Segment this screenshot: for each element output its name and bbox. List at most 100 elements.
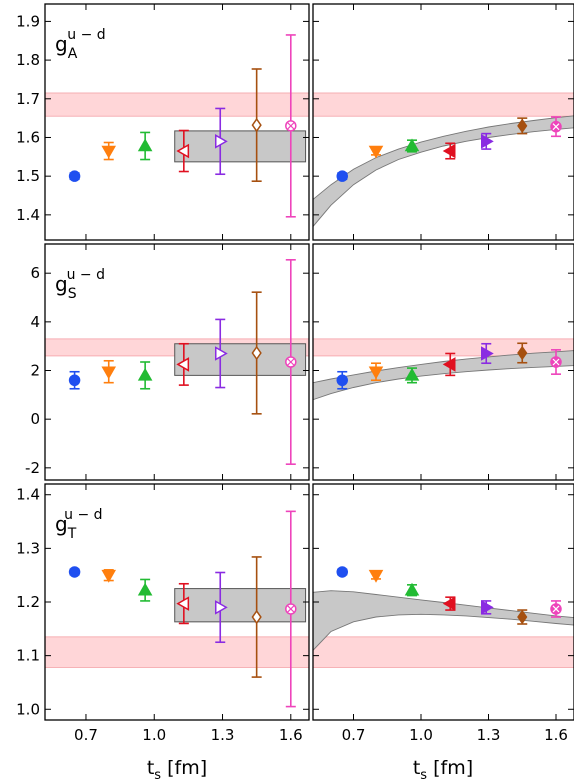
marker-x-stroke — [287, 358, 295, 366]
data-point-gS-right-6 — [550, 349, 562, 375]
panel-gT-left: 0.7 1.0 1.3 1.6 1.0 1.1 1.2 1.3 1.4 gTu − d — [16, 483, 310, 744]
y-tick-label: 1.9 — [16, 12, 40, 30]
marker-tri-up — [404, 138, 420, 152]
data-point-gT-right-3 — [442, 596, 456, 611]
y-tick-label: 1.7 — [16, 90, 40, 108]
data-point-gA-right-6 — [550, 116, 562, 138]
marker-circle — [68, 566, 81, 578]
data-point-gA-left-1 — [101, 141, 117, 161]
data-point-gT-right-4 — [481, 600, 494, 615]
y-tick-label: 1.3 — [16, 539, 40, 557]
data-point-gS-left-5 — [251, 291, 262, 415]
marker-tri-right — [481, 346, 494, 361]
data-point-gT-right-5 — [517, 609, 528, 625]
marker-tri-up — [137, 582, 153, 596]
axes-frame — [312, 3, 574, 241]
data-point-gT-left-0 — [68, 566, 81, 578]
y-tick-label: 1.4 — [16, 486, 40, 504]
marker-tri-left — [442, 596, 456, 611]
data-point-gT-left-3 — [176, 582, 190, 625]
marker-x-stroke — [287, 605, 295, 613]
y-tick-label: 6 — [30, 264, 40, 282]
panel-label: gAu − d — [55, 27, 106, 62]
data-point-gS-right-2 — [404, 367, 420, 384]
fit-box — [174, 588, 307, 623]
data-point-gA-right-2 — [404, 138, 420, 153]
data-point-gA-right-5 — [517, 117, 528, 135]
y-tick-label: 1.6 — [16, 128, 40, 146]
data-point-gT-right-0 — [336, 566, 348, 578]
marker-tri-down — [368, 366, 384, 380]
data-point-gA-left-0 — [68, 170, 81, 182]
panel-gS-right — [312, 243, 574, 481]
marker-diamond — [251, 345, 262, 361]
y-tick-label: -2 — [25, 459, 40, 477]
data-point-gT-left-1 — [101, 569, 117, 583]
marker-tri-down — [368, 569, 384, 583]
data-point-gA-left-3 — [176, 129, 190, 173]
x-tick-label: 1.3 — [477, 726, 501, 744]
marker-tri-up — [404, 367, 420, 381]
fit-curve-band — [313, 350, 574, 401]
fit-curve-band — [313, 115, 574, 228]
panel-gT-right: 0.7 1.0 1.3 1.6 — [312, 483, 574, 744]
data-point-gA-right-3 — [442, 142, 456, 160]
marker-circle — [336, 566, 348, 578]
data-point-gS-right-3 — [442, 352, 456, 377]
data-point-gS-left-0 — [68, 370, 81, 390]
panel-label: gTu − d — [55, 507, 103, 542]
marker-tri-up — [137, 367, 153, 381]
fit-curve-band — [313, 590, 574, 651]
marker-tri-left — [442, 357, 456, 372]
data-point-gS-right-0 — [336, 370, 348, 390]
marker-tri-down — [101, 145, 117, 159]
y-tick-label: 1.4 — [16, 206, 40, 224]
y-tick-label: 4 — [30, 313, 40, 331]
reference-band — [313, 636, 574, 668]
marker-x-stroke — [552, 605, 560, 613]
axes-frame — [44, 243, 310, 481]
x-tick-label: 1.0 — [142, 726, 166, 744]
data-point-gT-right-1 — [368, 569, 384, 583]
data-point-gS-left-6 — [285, 259, 297, 465]
x-tick-label: 0.7 — [342, 726, 366, 744]
marker-tri-left — [176, 357, 190, 372]
marker-diamond — [251, 609, 262, 625]
x-tick-label: 1.6 — [279, 726, 303, 744]
data-point-gS-right-1 — [368, 362, 384, 382]
data-point-gS-right-4 — [481, 342, 494, 365]
data-point-gT-right-2 — [404, 582, 420, 597]
marker-tri-right — [481, 600, 494, 615]
marker-diamond — [517, 609, 528, 625]
panel-gA-right — [312, 3, 574, 241]
marker-tri-left — [442, 143, 456, 159]
y-tick-label: 2 — [30, 362, 40, 380]
x-tick-label: 1.0 — [409, 726, 433, 744]
axes-frame — [44, 3, 310, 241]
marker-tri-up — [404, 582, 420, 596]
marker-x-stroke — [552, 123, 560, 131]
marker-tri-left — [176, 143, 190, 159]
marker-circle — [336, 170, 348, 182]
marker-tri-down — [368, 145, 384, 159]
fit-box — [174, 130, 307, 163]
y-tick-label: 0 — [30, 410, 40, 428]
data-point-gT-left-5 — [251, 556, 262, 678]
data-point-gS-right-5 — [517, 342, 528, 364]
y-tick-label: 1.5 — [16, 167, 40, 185]
marker-circle — [68, 170, 81, 182]
marker-x-stroke — [287, 122, 295, 130]
data-point-gS-left-1 — [101, 359, 117, 384]
marker-diamond — [517, 345, 528, 361]
x-tick-label: 1.3 — [211, 726, 235, 744]
reference-band — [313, 338, 574, 357]
y-tick-label: 1.8 — [16, 51, 40, 69]
marker-tri-right — [481, 134, 494, 149]
x-tick-label: 0.7 — [74, 726, 98, 744]
panel-label: gSu − d — [55, 267, 105, 302]
data-point-gS-left-2 — [137, 361, 153, 390]
y-tick-label: 1.1 — [16, 647, 40, 665]
axes-frame — [312, 243, 574, 481]
data-point-gA-left-5 — [251, 68, 262, 182]
